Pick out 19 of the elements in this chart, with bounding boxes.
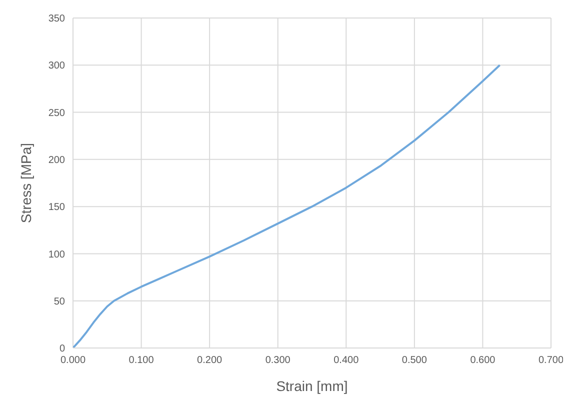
y-tick-label: 0	[59, 344, 66, 355]
x-tick-label: 0.400	[334, 355, 360, 366]
y-tick-label: 200	[48, 154, 66, 166]
x-tick-label: 0.000	[60, 355, 86, 366]
y-tick-label: 100	[48, 249, 66, 260]
x-tick-label: 0.600	[470, 355, 496, 366]
y-axis-title: Stress [MPa]	[18, 142, 34, 224]
y-tick-label: 50	[54, 296, 66, 308]
x-tick-label: 0.700	[538, 355, 564, 366]
y-tick-label: 150	[48, 202, 66, 214]
x-tick-label: 0.500	[402, 355, 428, 366]
x-axis-title: Strain [mm]	[276, 378, 348, 394]
y-tick-label: 250	[48, 108, 66, 119]
x-tick-label: 0.300	[265, 355, 291, 366]
line-series	[73, 64, 501, 348]
y-tick-label: 350	[48, 14, 66, 25]
x-tick-label: 0.100	[128, 355, 154, 366]
x-tick-label: 0.200	[197, 355, 223, 366]
y-tick-label: 300	[48, 60, 66, 72]
